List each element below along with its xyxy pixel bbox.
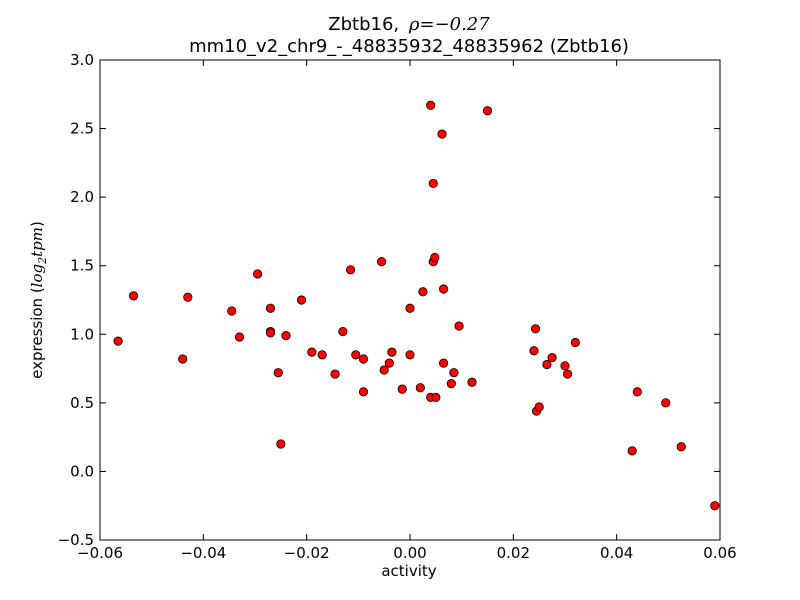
data-point — [430, 252, 440, 263]
data-point — [627, 446, 637, 456]
data-point — [405, 303, 415, 313]
y-tick-label: 0.5 — [70, 394, 94, 412]
data-point — [345, 265, 356, 275]
data-point — [428, 178, 438, 189]
data-point — [307, 347, 317, 357]
axis-ticks: −0.06 −0.04 −0.02 0.00 0.02 0.04 0.06 −0.5 0.0 0.… — [58, 51, 737, 562]
y-axis-label-log: log — [28, 264, 46, 287]
y-axis-label-suffix: ) — [28, 221, 46, 227]
data-point — [415, 383, 425, 393]
data-point — [438, 284, 449, 294]
data-point — [431, 392, 441, 402]
x-tick-label: −0.04 — [180, 544, 226, 562]
data-point — [358, 387, 369, 397]
data-points — [113, 100, 720, 511]
chart-subtitle: mm10_v2_chr9_-_48835932_48835962 (Zbtb16… — [189, 36, 629, 57]
y-tick-label: 3.0 — [70, 51, 94, 69]
data-point — [330, 369, 340, 379]
x-tick-label: −0.02 — [284, 544, 330, 562]
x-tick-label: 0.06 — [703, 544, 736, 562]
data-point — [530, 324, 541, 334]
data-point — [376, 256, 387, 267]
data-point — [405, 350, 415, 360]
data-point — [252, 269, 263, 279]
data-point — [449, 368, 459, 378]
data-point — [276, 439, 286, 449]
data-point — [338, 326, 348, 337]
data-point — [446, 379, 456, 389]
y-axis-label-prefix: expression ( — [28, 287, 46, 379]
data-point — [379, 365, 389, 375]
data-point — [437, 129, 447, 139]
y-tick-label: −0.5 — [58, 531, 94, 549]
y-tick-label: 1.0 — [70, 325, 94, 343]
data-point — [296, 295, 307, 305]
data-point — [529, 346, 539, 356]
y-tick-label: 1.5 — [70, 257, 94, 275]
data-point — [384, 358, 394, 368]
title-gene: Zbtb16, — [328, 14, 399, 35]
data-point — [418, 287, 428, 297]
x-tick-label: 0.02 — [497, 544, 530, 562]
data-point — [265, 328, 276, 338]
data-point — [632, 387, 642, 397]
data-point — [676, 442, 686, 452]
data-point — [178, 354, 188, 364]
x-tick-label: 0.00 — [393, 544, 426, 562]
data-point — [128, 291, 139, 301]
data-point — [534, 402, 544, 412]
data-point — [542, 359, 552, 370]
plot-frame — [99, 59, 721, 541]
title-rho: ρ=−0.27 — [408, 14, 490, 35]
y-axis-label-tpm: tpm — [28, 227, 46, 257]
data-point — [482, 106, 493, 116]
x-tick-label: 0.04 — [600, 544, 633, 562]
data-point — [454, 321, 464, 331]
data-point — [234, 332, 245, 342]
data-point — [358, 354, 369, 364]
data-point — [661, 398, 671, 408]
data-point — [467, 377, 477, 387]
plot-area — [100, 60, 720, 540]
y-tick-label: 2.5 — [70, 120, 94, 138]
data-point — [562, 369, 573, 379]
data-point — [183, 292, 193, 302]
data-point — [387, 347, 397, 357]
data-point — [426, 100, 436, 110]
data-point — [397, 384, 407, 394]
data-point — [273, 368, 283, 378]
data-point — [351, 350, 361, 360]
data-point — [281, 331, 291, 341]
x-tick-label: −0.06 — [77, 544, 123, 562]
x-axis-label: activity — [381, 562, 436, 580]
data-point — [570, 337, 580, 348]
data-point — [710, 501, 720, 511]
y-tick-label: 2.0 — [70, 188, 94, 206]
y-tick-label: 0.0 — [70, 462, 94, 480]
data-point — [560, 361, 570, 371]
chart-title: Zbtb16, ρ=−0.27 — [328, 14, 490, 35]
y-axis-label: expression (log2tpm) — [28, 221, 49, 379]
data-point — [317, 350, 327, 360]
data-point — [227, 306, 237, 316]
data-point — [438, 358, 449, 368]
data-point — [265, 303, 276, 313]
y-axis-label-sub: 2 — [36, 257, 49, 265]
data-point — [547, 352, 557, 363]
data-point — [113, 336, 123, 346]
